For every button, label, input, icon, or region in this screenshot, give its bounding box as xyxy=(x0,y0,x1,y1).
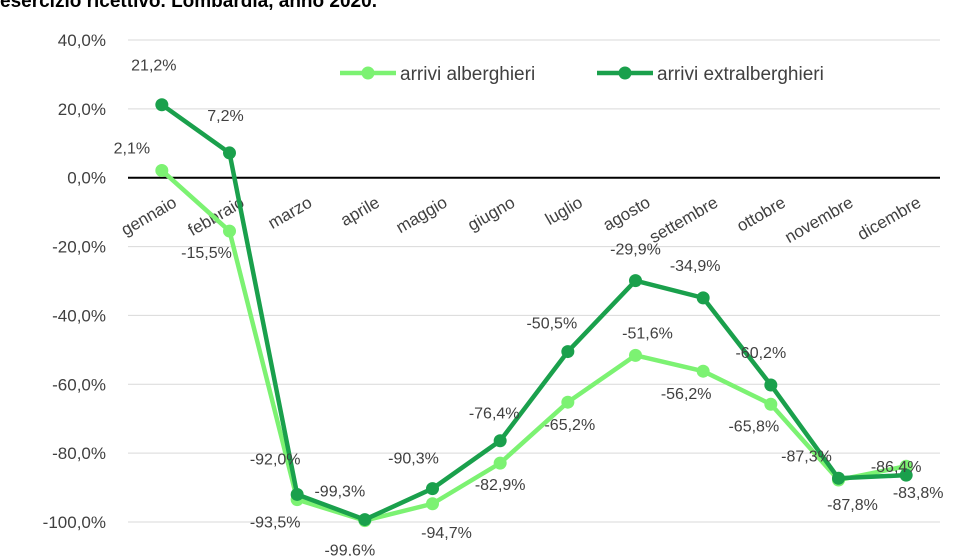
y-tick-label: -80,0% xyxy=(52,444,106,463)
data-label: -60,2% xyxy=(735,345,786,362)
data-labels: 2,1% -15,5% -93,5% -99,6% -94,7% -82,9% -65,2%… xyxy=(114,58,944,556)
data-point xyxy=(629,274,642,288)
x-tick-label: luglio xyxy=(542,193,586,229)
x-tick-label: settembre xyxy=(646,193,721,247)
y-tick-label: -20,0% xyxy=(52,238,106,257)
series-line xyxy=(160,102,907,522)
x-tick-label: agosto xyxy=(600,193,654,235)
y-axis-ticks: 40,0% 20,0% 0,0% -20,0% -40,0% -60,0% -80,0% -1… xyxy=(43,31,106,532)
data-label: -29,9% xyxy=(610,242,661,259)
data-label: -34,9% xyxy=(670,258,721,275)
data-label: -65,8% xyxy=(728,418,779,435)
x-tick-label: novembre xyxy=(782,193,857,247)
data-point xyxy=(629,348,642,362)
data-point xyxy=(764,397,778,411)
data-point xyxy=(493,434,507,448)
data-label: -87,8% xyxy=(827,497,878,514)
y-tick-label: -40,0% xyxy=(52,306,106,325)
y-tick-label: 0,0% xyxy=(67,169,106,188)
data-label: -83,8% xyxy=(893,485,944,502)
data-label: 21,2% xyxy=(131,58,176,75)
data-point xyxy=(155,163,169,177)
data-label: -50,5% xyxy=(526,316,577,333)
data-point xyxy=(426,482,439,496)
data-point xyxy=(358,513,372,527)
gridlines xyxy=(128,39,940,523)
data-label: -76,4% xyxy=(469,406,520,423)
y-tick-label: 20,0% xyxy=(58,100,106,119)
data-label: -51,6% xyxy=(622,325,673,342)
y-tick-label: -60,0% xyxy=(52,375,106,394)
data-point xyxy=(493,456,507,470)
data-label: -82,9% xyxy=(475,477,526,494)
series-line xyxy=(160,168,907,523)
data-label: -87,3% xyxy=(781,448,832,465)
chart-title: esercizio ricettivo. Lombardia, anno 202… xyxy=(0,0,377,12)
data-point xyxy=(155,98,169,112)
data-label: -15,5% xyxy=(181,245,232,262)
data-label: -86,4% xyxy=(871,459,922,476)
x-tick-label: dicembre xyxy=(854,193,924,244)
data-label: 7,2% xyxy=(207,108,243,125)
x-tick-label: giugno xyxy=(464,193,518,235)
series xyxy=(155,98,913,528)
data-label: -92,0% xyxy=(250,451,301,468)
legend-label: arrivi alberghieri xyxy=(400,64,535,85)
legend-swatch-marker xyxy=(361,66,375,80)
x-tick-label: ottobre xyxy=(733,193,788,236)
x-tick-label: marzo xyxy=(265,193,315,233)
y-tick-label: 40,0% xyxy=(58,31,106,50)
data-label: -94,7% xyxy=(421,525,472,542)
data-label: -93,5% xyxy=(250,515,301,532)
data-point xyxy=(832,471,845,485)
data-point xyxy=(561,395,575,409)
data-point xyxy=(899,468,913,482)
data-point xyxy=(899,459,913,473)
data-label: -56,2% xyxy=(661,386,712,403)
x-tick-label: maggio xyxy=(393,193,451,237)
data-point xyxy=(223,146,236,160)
legend-swatch-marker xyxy=(618,66,632,80)
x-tick-label: aprile xyxy=(337,193,383,230)
data-point xyxy=(426,497,439,511)
data-point xyxy=(223,224,236,238)
y-tick-label: -100,0% xyxy=(43,513,106,532)
data-point xyxy=(696,364,710,378)
data-point xyxy=(696,291,710,305)
legend: arrivi alberghieri arrivi extralberghieri xyxy=(340,64,824,85)
data-point xyxy=(290,487,304,501)
data-label: -99,6% xyxy=(324,543,375,556)
data-point xyxy=(764,378,778,392)
legend-label: arrivi extralberghieri xyxy=(657,64,824,85)
data-label: -99,3% xyxy=(314,484,365,501)
data-label: -65,2% xyxy=(544,417,595,434)
data-label: 2,1% xyxy=(114,140,150,157)
data-label: -90,3% xyxy=(388,451,439,468)
data-point xyxy=(561,345,575,359)
x-tick-label: gennaio xyxy=(118,193,180,240)
